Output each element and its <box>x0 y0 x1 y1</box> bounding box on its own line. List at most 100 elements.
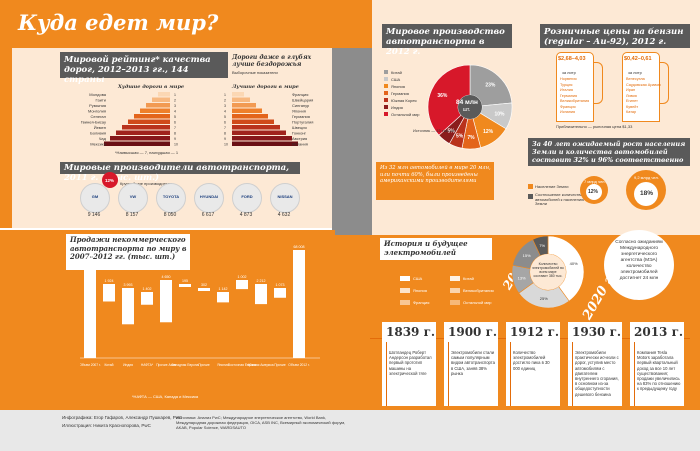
sales-bar-label: 195 <box>182 279 188 283</box>
sales-bar-label: 1 924 <box>105 279 114 283</box>
sales-bar <box>293 250 305 358</box>
prod-legend-swatch <box>384 98 388 102</box>
fuel-hose-left <box>594 62 603 104</box>
prod-legend-label: Остальной мир <box>391 111 420 117</box>
roads-best-rank: 7 <box>224 126 226 130</box>
roads-best-rank: 4 <box>224 110 226 114</box>
roads-best-label: Португалия <box>292 120 313 125</box>
electric-title-box <box>380 238 492 260</box>
sales-bar <box>103 284 115 302</box>
makers-share-circle <box>102 172 118 188</box>
roads-worst-label: Йемен <box>94 125 106 130</box>
roads-worst-label: Чад <box>99 136 107 141</box>
sales-bar <box>274 288 286 298</box>
roads-best-rank: 10 <box>224 143 228 147</box>
sales-bar-label: 3 993 <box>124 283 133 287</box>
roads-best-bar <box>232 92 244 97</box>
timeline-text: Электромобили практически исчезли с доро… <box>575 350 619 397</box>
maker-logo-icon: FORD <box>232 183 262 213</box>
timeline-divider <box>634 342 635 406</box>
prod-legend-swatch <box>384 77 388 81</box>
fuel-left-country: Испания <box>560 110 576 114</box>
roads-best-label: Сингапур <box>292 103 310 108</box>
sales-bar <box>122 288 134 325</box>
makers-title: Мировые производители автотранспорта, 20… <box>64 163 290 183</box>
prod-pie-label: 12% <box>483 129 494 135</box>
timeline-text: Компания Tesla Motors заработала первый … <box>637 350 681 392</box>
roads-best-bar <box>232 130 286 135</box>
maker-logo-icon: NISSAN <box>270 183 300 213</box>
sales-bar-label: 2 212 <box>257 279 266 283</box>
electric-legend-label: Франция <box>413 300 430 305</box>
roads-best-bar <box>232 141 298 146</box>
roads-best-rank: 6 <box>224 121 226 125</box>
timeline-year: 1930 г. <box>572 325 622 339</box>
roads-worst-bar <box>158 92 170 97</box>
roads-best-label: Австрия <box>292 136 307 141</box>
roads-best-bar <box>232 108 262 113</box>
roads-worst-label: Боливия <box>90 131 106 136</box>
us-cars-text: Из 32 млн автомобилей в мире 20 млн, или… <box>380 165 491 184</box>
sales-bar-label: 68 008 <box>294 245 305 249</box>
timeline-text: Шотландец Роберт Андерсон разработал пер… <box>389 350 432 376</box>
prod-center-unit: шт. <box>463 107 471 113</box>
roads-worst-bar <box>104 141 170 146</box>
roads-worst-label: Монголия <box>88 109 106 114</box>
timeline-year: 1912 г. <box>510 325 560 339</box>
prod-title: Мировое производство автотранспорта в 20… <box>386 27 505 57</box>
electric-legend-label: Япония <box>413 288 427 293</box>
timeline-divider <box>386 342 387 406</box>
maker-brand: VW <box>129 194 137 199</box>
growth-right-value: 18% <box>640 190 654 197</box>
roads-worst-rank: 9 <box>174 137 176 141</box>
fuel-pump-left <box>556 52 594 122</box>
prod-legend-swatch <box>384 84 388 88</box>
fuel-right-country: Саудовская Аравия <box>626 82 661 87</box>
prod-pie-label: 5% <box>456 133 464 139</box>
electric-donut-label: 15% <box>523 253 531 258</box>
maker-value: 9 146 <box>87 212 101 218</box>
roads-worst-bar <box>152 97 170 102</box>
prod-center-value: 84 млн <box>456 99 478 106</box>
prod-legend-label: США <box>391 76 401 82</box>
sales-bar <box>217 292 229 303</box>
roads-best-rank: 3 <box>224 104 226 108</box>
electric-donut-label: 40% <box>570 261 578 266</box>
us-cars-box <box>376 162 494 200</box>
roads-worst-bar <box>128 119 170 124</box>
roads-best-bar <box>232 136 292 141</box>
maker-value: 4 873 <box>239 212 253 218</box>
maker-logo-icon: VW <box>118 183 148 213</box>
fuel-right-country: Египет <box>626 99 638 103</box>
maker-logo-icon: TOYOTA <box>156 183 186 213</box>
fuel-right-country: Ливия <box>626 93 637 98</box>
electric-legend-swatch <box>450 300 460 305</box>
prod-legend-swatch <box>384 112 388 116</box>
roads-title: Мировой рейтинг* качества дорог, 2012–20… <box>64 55 211 85</box>
timeline-divider <box>448 342 449 406</box>
timeline-year: 2013 г. <box>634 325 684 339</box>
makers-share-value: 12% <box>105 178 115 183</box>
electric-legend-swatch <box>400 276 410 281</box>
electric-legend-swatch <box>400 288 410 293</box>
electric-donut-label: 13% <box>518 275 526 280</box>
maker-brand: NISSAN <box>277 194 293 199</box>
prod-pie-label: 36% <box>437 93 448 99</box>
prod-pie-label: 10% <box>494 112 505 118</box>
maker-value: 4 632 <box>277 212 291 218</box>
maker-logo-icon: HYUNDAI <box>194 183 224 213</box>
maker-brand: GM <box>91 194 99 199</box>
roads-best-bar <box>232 114 268 119</box>
prod-pie-label: 7% <box>467 135 475 141</box>
fuel-right-country: Иран <box>626 88 636 92</box>
maker-value: 8 050 <box>163 212 177 218</box>
sales-bar-label: 1 402 <box>143 287 152 291</box>
timeline-card <box>630 322 684 406</box>
roads-worst-rank: 1 <box>174 93 176 97</box>
fuel-left-country: Франция <box>560 104 576 109</box>
electric-forecast: Согласно ожиданиям Международного энерге… <box>615 240 663 281</box>
sales-bar <box>255 284 267 305</box>
roads-worst-bar <box>116 130 170 135</box>
sales-category-label: Западная Европа <box>172 363 199 367</box>
sales-category-label: Восточная Европа <box>228 363 256 367</box>
